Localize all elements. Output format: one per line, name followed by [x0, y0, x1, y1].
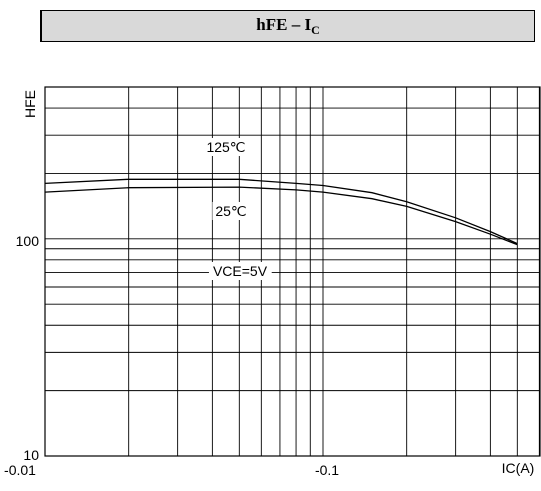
y-tick-label-10: 10	[23, 447, 39, 463]
x-tick-label-0.1: -0.1	[315, 462, 339, 478]
series-label-125c-bg	[203, 138, 249, 156]
y-axis-label: HFE	[22, 90, 38, 118]
chart-title: hFE – IC	[256, 14, 320, 37]
annotation-vce: VCE=5V	[213, 263, 268, 279]
series-line-1	[44, 178, 518, 245]
plot-frame	[44, 86, 541, 457]
series-line-2	[44, 186, 518, 246]
x-axis-label: IC(A)	[502, 460, 535, 476]
y-tick-label-100: 100	[16, 233, 40, 249]
series-label-25c-bg	[212, 202, 250, 220]
series-label-25c: 25℃	[215, 203, 246, 219]
labels-group: 125℃ 25℃ VCE=5V 10 100 -0.01 -0.1 IC(A) HFE	[4, 90, 534, 478]
chart-title-box: hFE – IC	[40, 10, 535, 42]
series-group	[44, 178, 518, 246]
x-tick-label-0.01: -0.01	[4, 462, 36, 478]
series-label-125c: 125℃	[206, 139, 245, 155]
annotation-vce-bg	[208, 262, 272, 280]
grid	[44, 86, 540, 457]
